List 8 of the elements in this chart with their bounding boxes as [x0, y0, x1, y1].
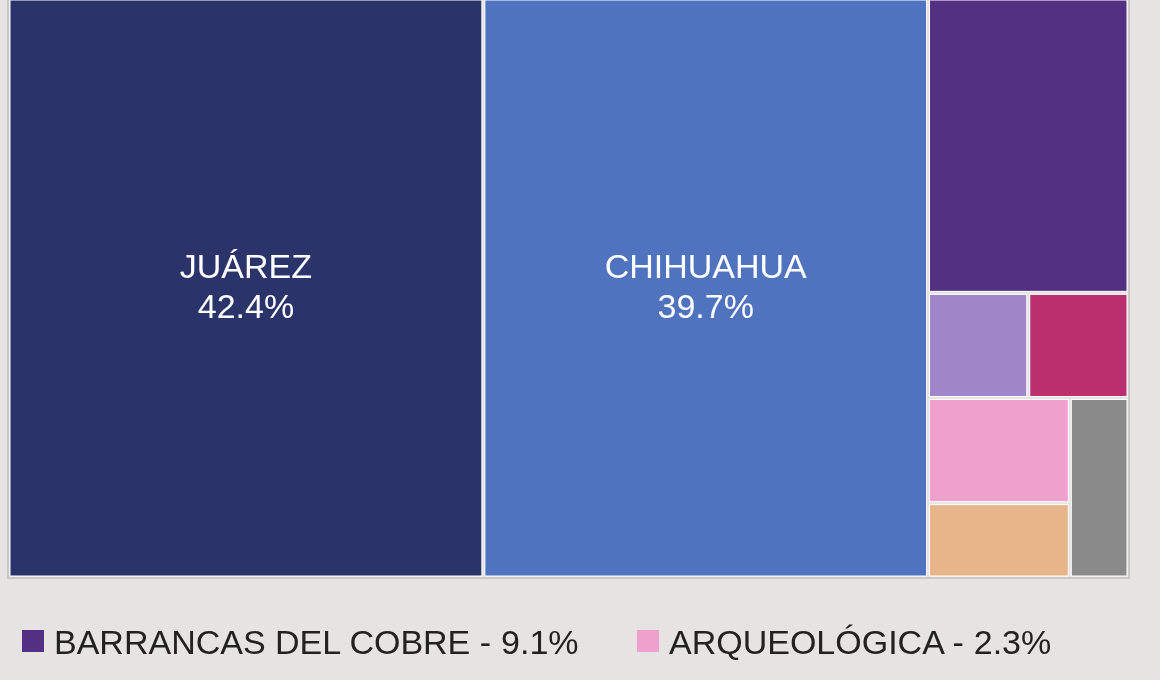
- data-label: 2.3%: [973, 623, 1052, 661]
- category-label: ARQUEOLÓGICA -: [669, 623, 964, 661]
- category-label: JUÁREZ: [179, 247, 313, 285]
- category-label: CHIHUAHUA: [604, 247, 808, 285]
- category-label: BARRANCAS DEL COBRE -: [54, 623, 492, 661]
- data-label: 9.1%: [501, 623, 579, 661]
- data-label: 39.7%: [657, 287, 754, 325]
- data-label: 42.4%: [197, 287, 295, 325]
